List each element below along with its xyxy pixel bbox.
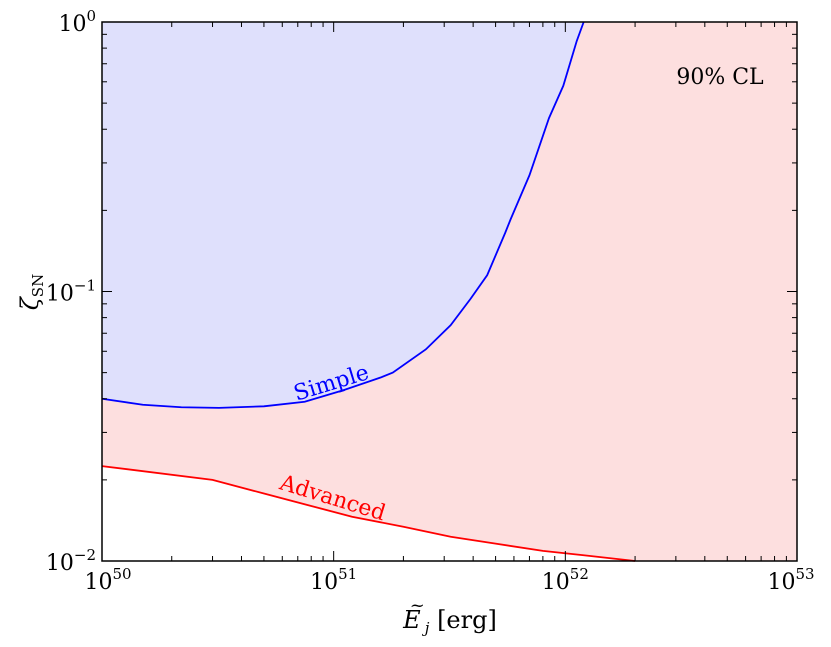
x-tick-label: 1053 — [767, 565, 814, 595]
confidence-level-label: 90% CL — [676, 65, 764, 90]
simple-curve — [101, 21, 585, 409]
plot-frame — [101, 21, 798, 562]
region-fills — [102, 22, 797, 561]
simple-excluded-region — [102, 22, 584, 408]
y-tick-label: 100 — [58, 7, 96, 37]
y-tick-label: 10−1 — [46, 277, 96, 307]
y-tick-labels: 10−2 10−1 100 — [46, 7, 96, 576]
series-curves — [101, 21, 636, 562]
x-tick-label: 1052 — [542, 565, 589, 595]
y-tick-label: 10−2 — [46, 546, 96, 576]
x-tick-labels: 1050 1051 1052 1053 — [84, 565, 814, 595]
x-tick-label: 1051 — [310, 565, 357, 595]
y-axis-label: ζSN — [16, 274, 47, 310]
x-axis-label: E~j [erg] — [402, 595, 497, 637]
x-tick-label: 1050 — [84, 565, 131, 595]
advanced-curve — [101, 465, 636, 562]
